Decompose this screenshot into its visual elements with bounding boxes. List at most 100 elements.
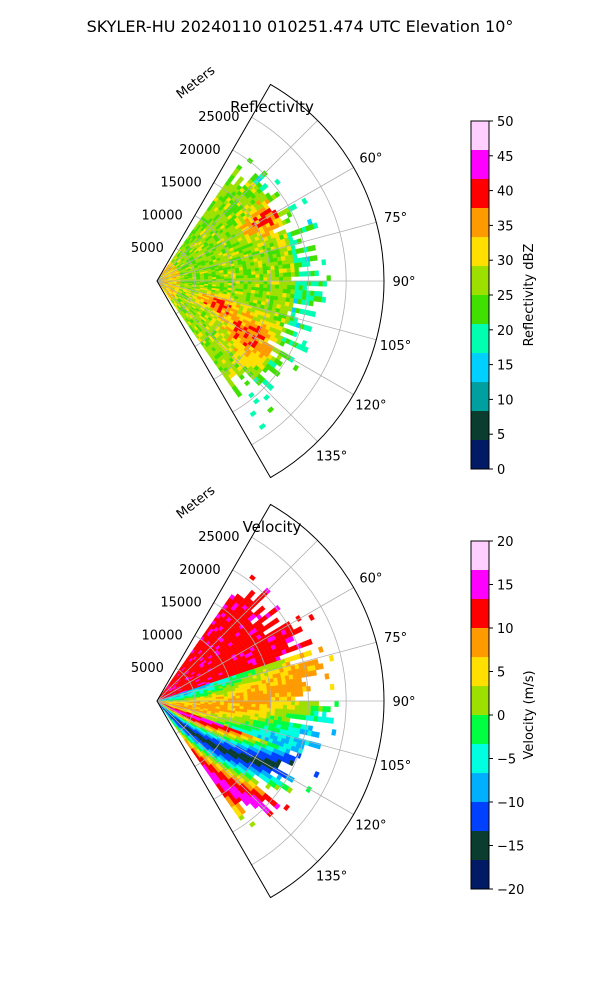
data-cell xyxy=(235,703,241,707)
data-cell xyxy=(259,704,264,708)
data-cell xyxy=(289,293,295,299)
data-cell xyxy=(302,710,307,716)
data-cell xyxy=(297,262,303,268)
data-cell xyxy=(312,222,319,230)
azimuth-tick-label: 135° xyxy=(316,870,347,885)
data-cell xyxy=(321,716,327,723)
data-cell xyxy=(270,288,276,293)
data-cell xyxy=(243,700,248,705)
data-cell xyxy=(243,697,248,702)
radial-axis-label: Meters xyxy=(174,63,218,102)
data-cell xyxy=(312,255,318,262)
data-cell xyxy=(275,696,280,702)
data-cell xyxy=(262,686,268,691)
colorbar-label: Reflectivity dBZ xyxy=(522,244,537,347)
data-cell xyxy=(273,261,279,267)
data-cell xyxy=(259,690,264,695)
data-cell xyxy=(284,217,291,224)
velocity-panel: Velocity500010000150002000025000Meters60… xyxy=(131,483,537,899)
data-cell xyxy=(292,253,298,260)
data-cell xyxy=(270,269,276,274)
data-cell xyxy=(255,694,260,698)
data-cell xyxy=(286,289,292,295)
data-cell xyxy=(294,271,300,277)
data-cell xyxy=(290,687,296,693)
data-cell xyxy=(258,267,264,272)
data-cell xyxy=(219,696,225,700)
data-cell xyxy=(274,370,281,378)
data-cell xyxy=(239,703,244,707)
data-cell xyxy=(247,694,252,699)
azimuth-tick-label: 60° xyxy=(359,572,382,587)
data-cell xyxy=(301,294,307,301)
data-cell xyxy=(275,276,280,282)
data-cell xyxy=(282,292,287,298)
data-cell xyxy=(251,286,256,291)
data-cell xyxy=(270,685,276,691)
data-cell xyxy=(294,289,299,295)
data-cell xyxy=(314,290,319,297)
data-cell xyxy=(270,708,276,713)
data-cell xyxy=(318,706,323,712)
data-cell xyxy=(278,704,284,710)
data-cell xyxy=(243,283,248,287)
data-cell xyxy=(306,270,312,277)
data-cell xyxy=(290,709,296,715)
data-cell xyxy=(298,280,304,286)
colorbar-tick-label: 30 xyxy=(497,254,514,269)
azimuth-tick-label: 90° xyxy=(392,695,415,710)
data-cell xyxy=(293,682,299,688)
data-cell xyxy=(254,687,260,692)
data-cell xyxy=(270,711,276,717)
azimuth-tick-label: 105° xyxy=(380,759,411,774)
data-cell xyxy=(291,280,296,286)
data-cell xyxy=(293,262,299,268)
data-cell xyxy=(227,276,233,279)
colorbar-tick-label: −15 xyxy=(497,840,524,855)
data-cell xyxy=(262,291,268,296)
data-cell xyxy=(283,696,288,702)
data-cell xyxy=(208,697,213,700)
data-cell xyxy=(243,277,248,282)
data-cell xyxy=(282,272,288,278)
data-cell xyxy=(238,175,245,183)
data-cell xyxy=(269,681,275,687)
data-cell xyxy=(279,696,284,702)
data-cell xyxy=(239,283,244,287)
azimuth-tick-label: 75° xyxy=(384,211,407,226)
data-cell xyxy=(328,654,335,662)
reflectivity-data-field xyxy=(156,157,331,430)
data-cell xyxy=(262,270,268,275)
radial-tick-label: 25000 xyxy=(198,110,239,125)
data-cell xyxy=(281,680,287,686)
data-cell xyxy=(302,285,308,291)
data-cell xyxy=(239,278,245,282)
data-cell xyxy=(310,705,315,712)
data-cell xyxy=(263,273,268,278)
data-cell xyxy=(308,613,315,621)
data-cell xyxy=(278,284,284,290)
radial-tick-label: 20000 xyxy=(179,563,220,578)
data-cell xyxy=(235,695,241,699)
data-cell xyxy=(246,268,252,273)
data-cell xyxy=(314,705,319,712)
radial-tick-label: 10000 xyxy=(141,208,182,223)
data-cell xyxy=(208,277,213,280)
data-cell xyxy=(235,283,241,287)
data-cell xyxy=(271,277,276,282)
data-cell xyxy=(290,285,296,290)
colorbar-tick-label: 35 xyxy=(497,219,514,234)
data-cell xyxy=(251,706,256,711)
data-cell xyxy=(274,685,279,690)
data-cell xyxy=(255,280,260,285)
data-cell xyxy=(235,275,241,279)
data-cell xyxy=(255,277,260,282)
data-cell xyxy=(255,287,260,292)
colorbar-tick-label: 15 xyxy=(497,359,514,374)
data-cell xyxy=(297,294,303,300)
data-cell xyxy=(274,712,279,717)
data-cell xyxy=(286,683,291,689)
data-cell xyxy=(251,697,256,702)
data-cell xyxy=(286,293,291,299)
data-cell xyxy=(302,271,308,277)
